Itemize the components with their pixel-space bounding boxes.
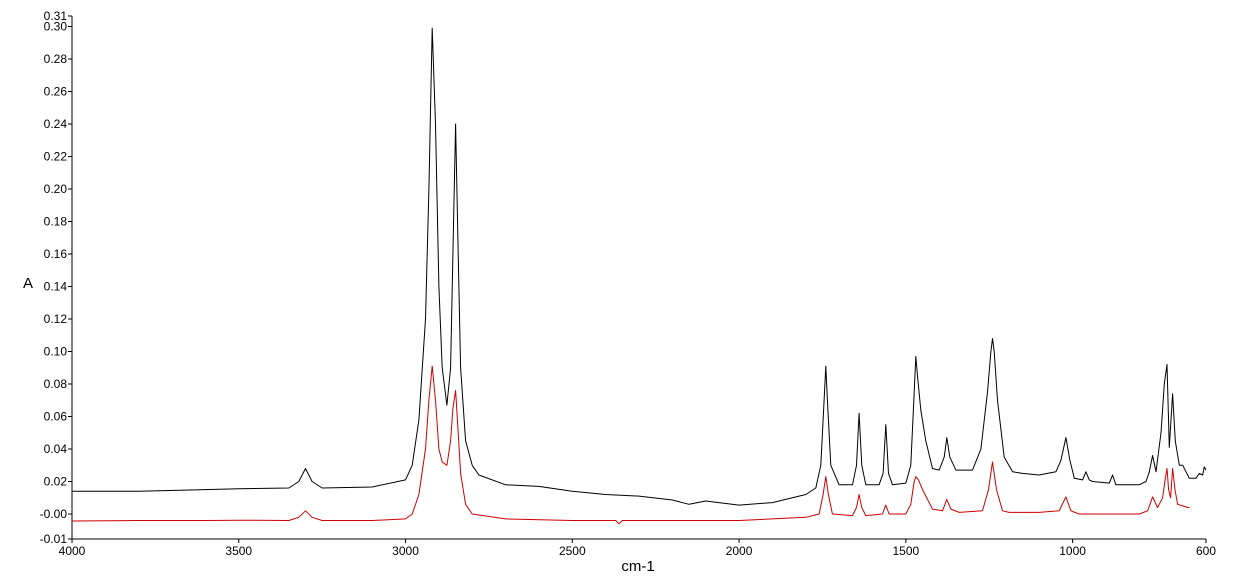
y-tick-label: 0.04 — [44, 442, 68, 456]
y-axis: -0.00 0.02 0.04 0.06 0.08 0.10 0.12 0.14 0.16 0.1… — [40, 9, 73, 546]
y-tick-label: 0.22 — [44, 150, 68, 164]
x-tick-label: 4000 — [59, 544, 86, 558]
y-tick-label: 0.16 — [44, 247, 68, 261]
x-tick-label: 3000 — [392, 544, 419, 558]
x-tick-label: 2500 — [559, 544, 586, 558]
y-tick-label: 0.02 — [44, 475, 68, 489]
x-tick-label: 1500 — [892, 544, 919, 558]
y-tick-label: 0.28 — [44, 52, 68, 66]
y-tick-label: 0.18 — [44, 215, 68, 229]
y-axis-label: A — [23, 275, 33, 292]
spectrum-line-2 — [71, 365, 1190, 525]
y-tick-label: 0.26 — [44, 85, 68, 99]
y-tick-label: 0.30 — [44, 20, 68, 34]
x-axis-label: cm-1 — [621, 558, 654, 575]
x-tick-label: 2000 — [726, 544, 753, 558]
y-tick-label: -0.00 — [40, 507, 68, 521]
x-tick-label: 1000 — [1059, 544, 1086, 558]
y-tick-label: 0.24 — [44, 117, 68, 131]
y-tick-label: 0.10 — [44, 345, 68, 359]
spectrum-line-1 — [72, 27, 1207, 506]
x-tick-label: 3500 — [225, 544, 252, 558]
x-axis: 4000 3500 3000 2500 2000 1500 1000 600 — [59, 538, 1216, 558]
x-tick-label: 600 — [1196, 544, 1216, 558]
plot-series — [71, 27, 1207, 525]
y-tick-label: 0.08 — [44, 377, 68, 391]
y-tick-label: 0.31 — [44, 9, 68, 23]
y-tick-label: 0.06 — [44, 410, 68, 424]
y-tick-label: 0.12 — [44, 312, 68, 326]
y-tick-label: 0.20 — [44, 182, 68, 196]
y-tick-label: -0.01 — [40, 532, 68, 546]
y-tick-label: 0.14 — [44, 280, 68, 294]
